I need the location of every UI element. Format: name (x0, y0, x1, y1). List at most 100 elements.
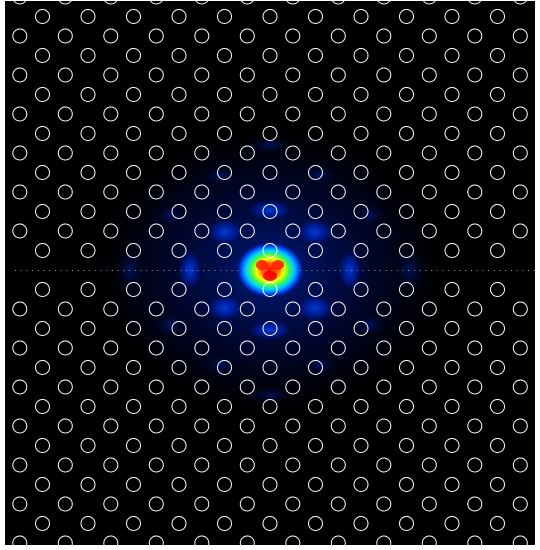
lattice-hole (239, 145, 255, 161)
defect-dot (237, 270, 239, 271)
lattice-hole (308, 87, 323, 102)
defect-dot (385, 270, 387, 271)
lattice-hole (467, 301, 483, 317)
defect-dot (134, 270, 136, 271)
lattice-hole (171, 321, 187, 336)
lattice-hole (239, 340, 255, 356)
lattice-hole (103, 28, 119, 44)
lattice-hole (12, 535, 28, 545)
lattice-hole (490, 48, 505, 63)
lattice-hole (376, 28, 392, 44)
lattice-hole (444, 399, 460, 414)
defect-dot (37, 270, 39, 271)
lattice-hole (308, 48, 323, 63)
lattice-hole (444, 516, 460, 531)
lattice-hole (421, 223, 437, 239)
lattice-hole (12, 457, 28, 473)
field-hotspot (256, 260, 268, 270)
lattice-hole (126, 126, 141, 141)
lattice-hole (171, 126, 187, 141)
lattice-hole (57, 28, 73, 44)
defect-dot (231, 270, 233, 271)
lattice-hole (195, 1, 209, 5)
field-hotspot (263, 271, 277, 281)
lattice-hole (444, 126, 460, 141)
lattice-hole (467, 418, 483, 434)
lattice-hole (148, 106, 164, 122)
lattice-hole (12, 301, 28, 317)
lattice-hole (399, 126, 414, 141)
lattice-hole (80, 399, 96, 414)
lattice-hole (421, 106, 437, 122)
lattice-hole (148, 379, 164, 395)
lattice-hole (148, 28, 164, 44)
lattice-hole (126, 516, 141, 531)
lattice-hole (57, 184, 73, 200)
lattice-hole (490, 126, 505, 141)
lattice-hole (103, 535, 119, 545)
lattice-hole (376, 67, 392, 83)
defect-dot (317, 270, 319, 271)
lattice-hole (12, 379, 28, 395)
defect-dot (83, 270, 85, 271)
defect-dot (311, 270, 313, 271)
field-lobe (242, 135, 298, 155)
lattice-hole (80, 438, 96, 453)
lattice-hole (285, 418, 301, 434)
lattice-hole (103, 106, 119, 122)
lattice-hole (399, 360, 414, 375)
lattice-hole (149, 1, 163, 5)
lattice-hole (80, 48, 96, 63)
lattice-hole (103, 223, 119, 239)
lattice-hole (35, 165, 50, 180)
defect-dot (254, 270, 256, 271)
defect-dot (351, 270, 353, 271)
lattice-hole (399, 438, 414, 453)
lattice-hole (194, 28, 210, 44)
defect-dot (339, 270, 341, 271)
lattice-hole (308, 243, 323, 258)
lattice-hole (217, 321, 232, 336)
lattice-hole (194, 418, 210, 434)
defect-dot (77, 270, 79, 271)
defect-dot (391, 270, 393, 271)
defect-dot (505, 270, 507, 271)
lattice-hole (421, 340, 437, 356)
lattice-hole (490, 87, 505, 102)
lattice-hole (353, 516, 369, 531)
lattice-hole (353, 438, 369, 453)
defect-dot (294, 270, 296, 271)
defect-dot (528, 270, 529, 271)
lattice-hole (126, 438, 141, 453)
lattice-hole (353, 126, 369, 141)
lattice-hole (171, 9, 187, 24)
lattice-hole (399, 399, 414, 414)
lattice-hole (467, 496, 483, 512)
defect-dot (499, 270, 501, 271)
lattice-hole (421, 379, 437, 395)
lattice-hole (330, 67, 346, 83)
lattice-hole (240, 1, 254, 5)
defect-dot (465, 270, 467, 271)
lattice-hole (512, 28, 528, 44)
lattice-hole (376, 145, 392, 161)
lattice-hole (285, 223, 301, 239)
lattice-hole (513, 1, 527, 5)
lattice-hole (217, 9, 232, 24)
lattice-hole (262, 87, 278, 102)
lattice-hole (239, 535, 255, 545)
lattice-hole (103, 496, 119, 512)
defect-dot (419, 270, 421, 271)
defect-dot (129, 270, 130, 271)
lattice-hole (12, 184, 28, 200)
lattice-hole (12, 145, 28, 161)
lattice-hole (490, 399, 505, 414)
lattice-hole (148, 67, 164, 83)
lattice-hole (217, 282, 232, 297)
lattice-hole (194, 457, 210, 473)
lattice-hole (80, 126, 96, 141)
lattice-hole (57, 223, 73, 239)
defect-dot (300, 270, 301, 271)
lattice-hole (148, 340, 164, 356)
defect-dot (362, 270, 364, 271)
